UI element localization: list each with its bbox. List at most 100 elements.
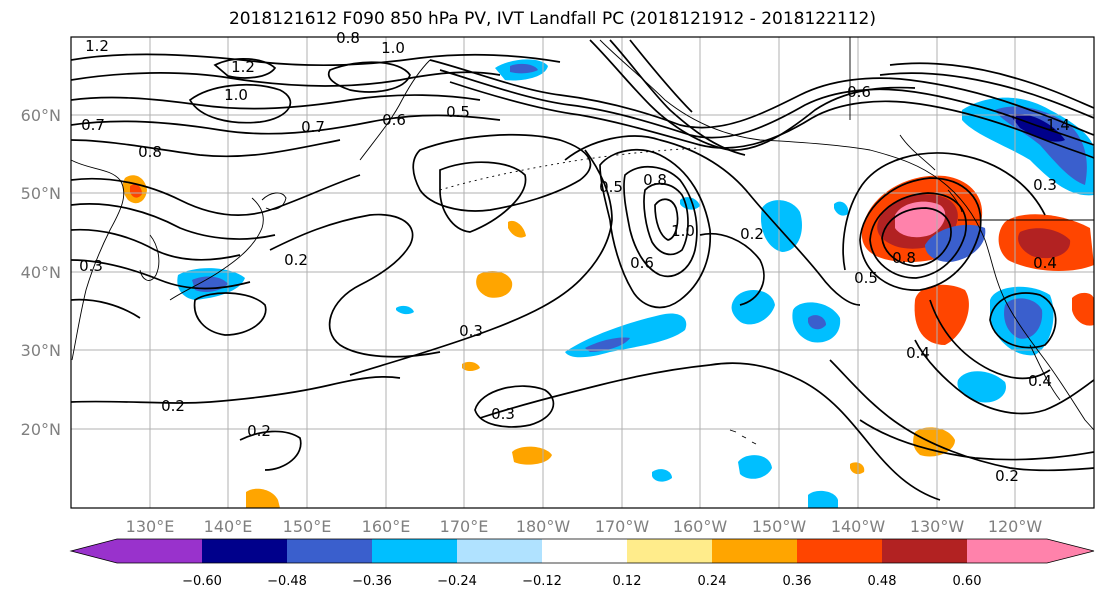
- contour-ring-2: [327, 61, 411, 93]
- coast-hawaii: [729, 429, 757, 445]
- lon-tick-label: 170°W: [595, 517, 650, 536]
- colorbar-tick-label: 0.60: [953, 574, 982, 589]
- shade-positive-small-b: [462, 361, 480, 371]
- shade-negative-north-core: [510, 63, 538, 74]
- contour-label: 0.5: [446, 103, 470, 121]
- coast-north-america: [939, 179, 1094, 431]
- contour-label: 0.6: [382, 111, 406, 129]
- contour-east-band: [929, 299, 1051, 380]
- contour-north-5: [71, 139, 341, 158]
- colorbar-tick-label: 0.12: [613, 574, 642, 589]
- contour-label: 0.2: [284, 251, 308, 269]
- shade-negative-pacific-c: [731, 289, 775, 325]
- colorbar-bin: [797, 539, 882, 563]
- contour-03-central: [349, 149, 613, 376]
- contour-east-04: [914, 339, 1094, 415]
- shade-negative-band-core: [585, 337, 630, 352]
- contour-label: 0.6: [630, 254, 654, 272]
- contour-label: 0.5: [854, 269, 878, 287]
- contour-asia-4: [71, 259, 251, 290]
- colorbar: −0.60 −0.48 −0.36 −0.24 −0.12 0.12 0.24 …: [69, 538, 1095, 589]
- colorbar-bin: [202, 539, 287, 563]
- contour-label: 0.8: [138, 143, 162, 161]
- contour-south-wide: [709, 362, 941, 501]
- contour-trough-3: [643, 182, 689, 256]
- shade-positive-tropic-a: [512, 446, 552, 465]
- map-frame: [70, 36, 1095, 509]
- contour-east-outer: [842, 152, 1046, 271]
- contour-label: 0.2: [161, 397, 185, 415]
- lat-tick-label: 60°N: [21, 106, 61, 125]
- contour-trough-outer: [564, 135, 861, 306]
- lat-tick-label: 50°N: [21, 184, 61, 203]
- shade-negative-small-d: [652, 469, 672, 482]
- shade-negative-northeast-core: [995, 106, 1087, 185]
- contour-label: 0.3: [491, 405, 515, 423]
- contour-label: 0.8: [643, 171, 667, 189]
- contour-coast-ring: [989, 292, 1057, 349]
- colorbar-tick-label: −0.12: [522, 574, 562, 589]
- contour-label: 1.4: [1046, 116, 1070, 134]
- contour-trough-4: [654, 198, 679, 241]
- contour-north-4: [71, 114, 501, 135]
- contour-label: 0.6: [847, 83, 871, 101]
- lon-tick-label: 130°E: [126, 517, 175, 536]
- contour-label: 1.0: [671, 222, 695, 240]
- lat-tick-label: 30°N: [21, 341, 61, 360]
- contour-label-layer: 1.2 0.8 1.0 1.2 1.0 0.7 0.8 0.7 0.6 0.5 …: [79, 29, 1070, 485]
- contour-south-ring: [474, 385, 555, 428]
- coast-asia: [71, 159, 125, 361]
- contour-asia-2: [71, 203, 276, 240]
- contour-jet-3: [449, 81, 1094, 159]
- contour-japan-ring: [193, 292, 267, 336]
- contour-east-ring-3: [881, 207, 952, 267]
- map-title: 2018121612 F090 850 hPa PV, IVT Landfall…: [228, 9, 876, 29]
- lon-tick-label: 140°W: [831, 517, 886, 536]
- contour-label: 0.2: [995, 467, 1019, 485]
- contour-label: 0.8: [336, 29, 360, 47]
- graticule: [71, 37, 1094, 508]
- shade-negative-tropic-a: [738, 455, 772, 479]
- contour-east-03: [859, 419, 1094, 461]
- lon-tick-label: 130°W: [910, 517, 965, 536]
- shade-negative-small-b: [834, 201, 849, 216]
- contour-east-ring-2: [869, 192, 967, 279]
- lon-tick-label: 150°E: [283, 517, 332, 536]
- contour-trough-2: [623, 165, 698, 278]
- colorbar-bin: [457, 539, 542, 563]
- contour-mid-ring: [412, 133, 592, 212]
- colorbar-bin: [882, 539, 967, 563]
- contour-ring-3: [213, 57, 277, 79]
- shade-negative-south-east: [957, 371, 1006, 403]
- contour-trough-1: [599, 148, 712, 309]
- contour-label: 0.4: [1028, 372, 1052, 390]
- colorbar-tick-label: 0.36: [783, 574, 812, 589]
- contour-north-2: [71, 71, 501, 87]
- shade-positive-central: [476, 270, 513, 298]
- shading-layer: [122, 59, 1094, 508]
- contour-mid-02: [699, 232, 765, 306]
- contour-north-3: [71, 94, 481, 110]
- shade-negative-tropic-b: [808, 490, 838, 508]
- contour-label: 1.2: [231, 58, 255, 76]
- contour-jet-5: [609, 39, 746, 156]
- contour-label: 0.4: [1033, 254, 1057, 272]
- longitude-axis: 130°E 140°E 150°E 160°E 170°E 180°W 170°…: [126, 517, 1043, 536]
- lon-tick-label: 180°W: [516, 517, 571, 536]
- contour-label: 0.4: [906, 344, 930, 362]
- colorbar-bin: [372, 539, 457, 563]
- contour-label: 0.2: [247, 422, 271, 440]
- colorbar-bin: [712, 539, 797, 563]
- contour-02-south: [71, 376, 401, 404]
- contour-label: 0.3: [459, 322, 483, 340]
- shade-positive-japan-core: [130, 184, 142, 198]
- contour-asia-1: [71, 174, 361, 216]
- contour-03-south: [479, 364, 711, 419]
- lon-tick-label: 170°E: [440, 517, 489, 536]
- coast-japan: [169, 197, 264, 301]
- contour-label: 1.0: [224, 86, 248, 104]
- contour-02-west: [269, 213, 441, 358]
- lat-tick-label: 40°N: [21, 263, 61, 282]
- shade-positive-small-c: [850, 462, 865, 475]
